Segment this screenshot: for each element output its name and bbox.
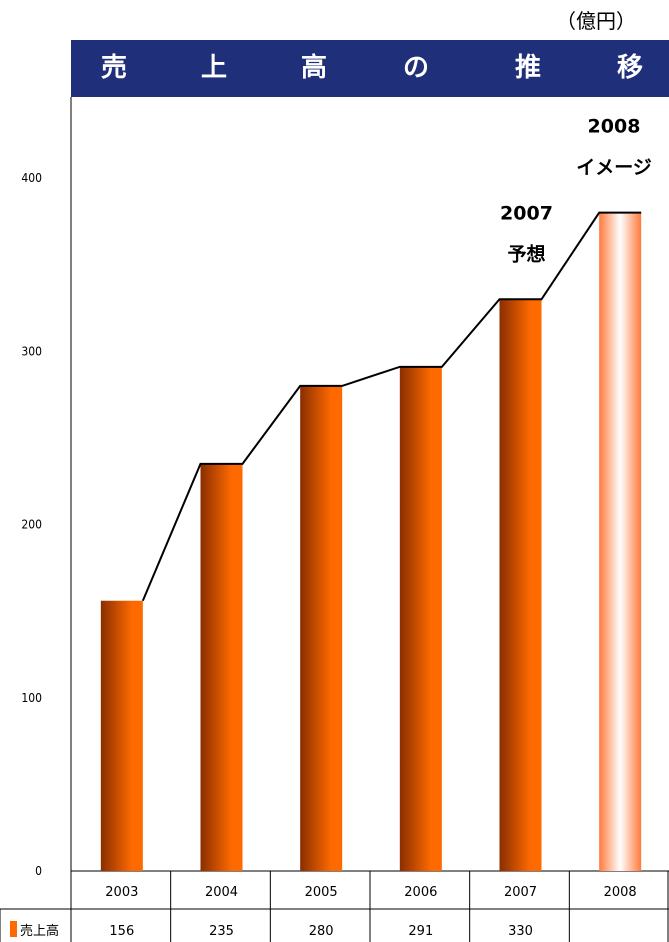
x-category-label: 2004: [205, 885, 238, 900]
legend-swatch: [10, 921, 17, 937]
trend-line: [141, 211, 642, 602]
table-value-cell: 280: [309, 924, 334, 939]
title-char-4: の: [402, 53, 429, 83]
annotation-label: イメージ: [576, 157, 652, 179]
y-tick-label: 400: [21, 171, 42, 185]
title-char-6: 移: [616, 53, 643, 83]
title-char-2: 上: [200, 53, 227, 83]
chart-annotations: 2007 予想 2008 イメージ: [500, 116, 652, 266]
unit-label: （億円）: [556, 9, 636, 33]
chart-title-bar: 売 上 高 の 推 移: [71, 40, 669, 97]
title-char-1: 売: [100, 53, 127, 83]
data-table: 2003 2004 2005 2006 2007 2008 156 235 280 291 330 売…: [0, 871, 669, 942]
x-category-label: 2008: [604, 885, 637, 900]
y-tick-label: 300: [21, 344, 42, 358]
y-tick-label: 200: [21, 518, 42, 532]
x-category-label: 2007: [504, 885, 537, 900]
annotation-label: 2007: [500, 202, 553, 224]
table-value-cell: 156: [109, 924, 134, 939]
y-tick-label: 100: [21, 691, 42, 705]
bar: [499, 299, 542, 871]
title-char-5: 推: [514, 53, 541, 83]
table-value-cell: 291: [408, 924, 433, 939]
legend-series-label: 売上高: [20, 923, 59, 939]
x-category-label: 2005: [305, 885, 338, 900]
annotation-label: 2008: [588, 116, 641, 138]
bar: [200, 463, 243, 871]
x-category-label: 2006: [404, 885, 437, 900]
bar: [100, 600, 143, 871]
trend-line-group: [141, 211, 642, 602]
table-value-cell: 235: [209, 924, 234, 939]
x-category-label: 2003: [105, 885, 138, 900]
table-value-cell: 330: [508, 924, 533, 939]
annotation-label: 予想: [507, 242, 545, 265]
bar: [300, 385, 343, 871]
y-tick-label: 0: [35, 864, 42, 878]
title-char-3: 高: [300, 53, 327, 83]
chart-bars: [100, 212, 642, 871]
bar: [399, 366, 442, 871]
bar-projection: [599, 212, 642, 871]
